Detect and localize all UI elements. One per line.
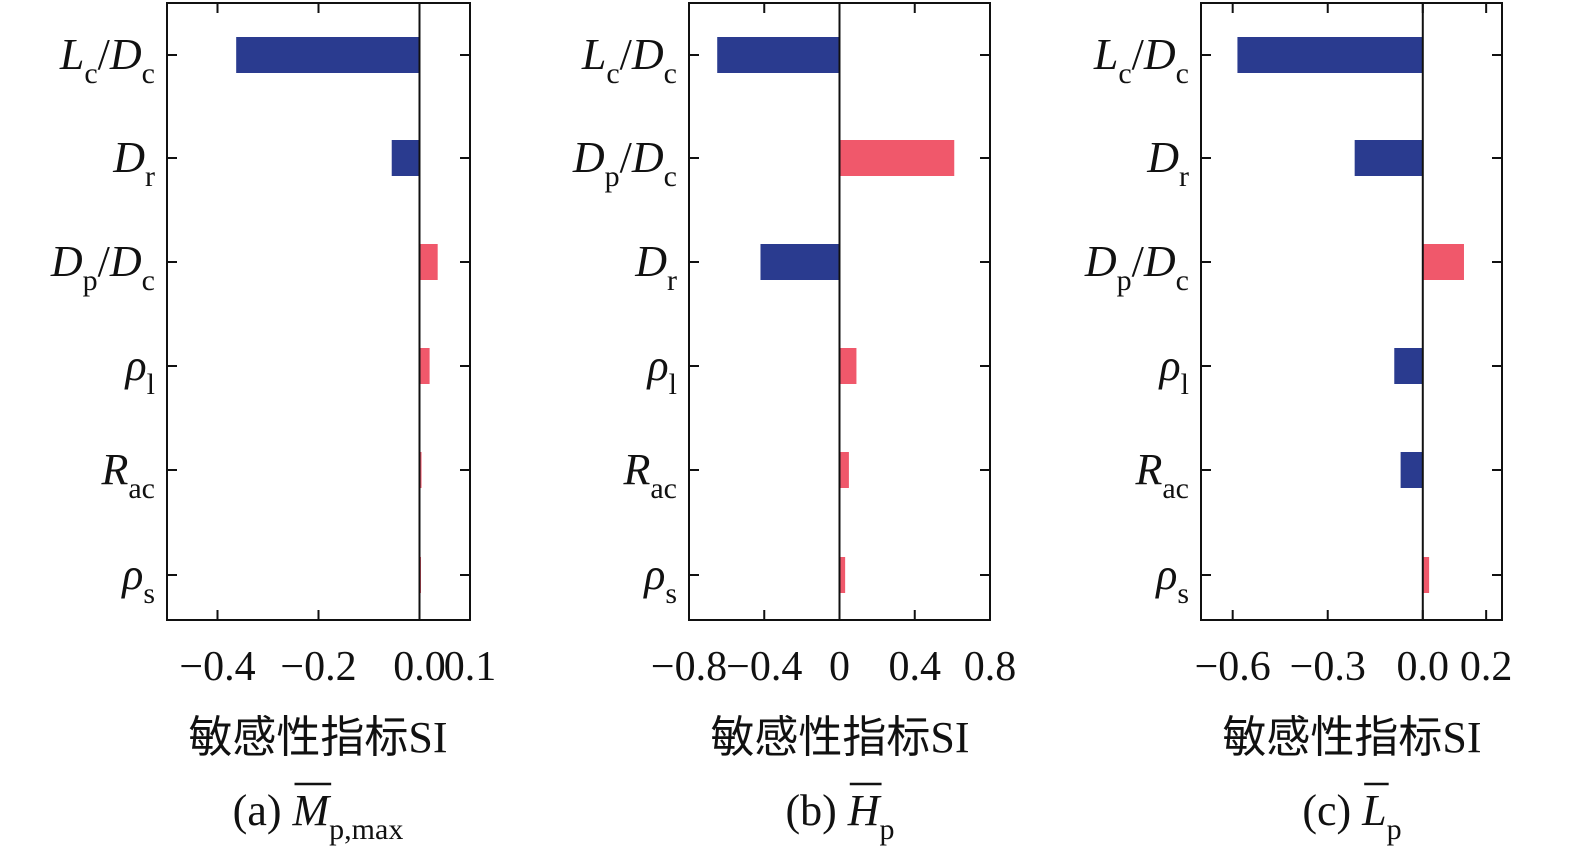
bar-4 bbox=[839, 348, 857, 384]
category-label-3: Dr bbox=[634, 237, 677, 297]
x-tick-label: −0.4 bbox=[179, 644, 255, 690]
bar-3 bbox=[1422, 244, 1464, 280]
bar-2 bbox=[1354, 140, 1423, 176]
bar-5 bbox=[419, 452, 422, 488]
panel-caption: (c) Lp bbox=[1302, 786, 1401, 846]
x-tick-label: −0.2 bbox=[280, 644, 356, 690]
x-axis-label: 敏感性指标SI bbox=[1222, 713, 1481, 762]
category-label-6: ρs bbox=[1154, 550, 1189, 610]
x-tick-label: −0.8 bbox=[651, 644, 727, 690]
x-tick-label: 0.2 bbox=[1460, 644, 1513, 690]
category-label-3: Dp/Dc bbox=[50, 237, 155, 297]
x-tick-label: −0.3 bbox=[1290, 644, 1366, 690]
bar-6 bbox=[1422, 557, 1430, 593]
x-tick-label: 0.8 bbox=[964, 644, 1017, 690]
panel-caption: (a) Mp,max bbox=[233, 786, 404, 846]
bar-1 bbox=[1237, 37, 1423, 73]
bar-4 bbox=[419, 348, 430, 384]
x-axis-label: 敏感性指标SI bbox=[188, 713, 447, 762]
x-tick-label: 0.1 bbox=[444, 644, 497, 690]
x-tick-label: 0.4 bbox=[889, 644, 942, 690]
category-label-5: Rac bbox=[100, 445, 155, 505]
category-label-5: Rac bbox=[622, 445, 677, 505]
x-tick-label: 0.0 bbox=[1397, 644, 1450, 690]
category-label-3: Dp/Dc bbox=[1084, 237, 1189, 297]
x-tick-label: −0.6 bbox=[1195, 644, 1271, 690]
x-tick-label: 0.0 bbox=[393, 644, 446, 690]
bar-3 bbox=[760, 244, 840, 280]
category-label-2: Dr bbox=[112, 133, 155, 193]
category-label-4: ρl bbox=[1158, 341, 1189, 401]
category-label-2: Dr bbox=[1146, 133, 1189, 193]
category-label-1: Lc/Dc bbox=[59, 30, 155, 90]
bar-3 bbox=[419, 244, 438, 280]
x-axis-label: 敏感性指标SI bbox=[710, 713, 969, 762]
category-label-1: Lc/Dc bbox=[1093, 30, 1189, 90]
bar-1 bbox=[236, 37, 420, 73]
chart-panel-3: Lc/Dc Dr Dp/Dc ρl Rac ρs−0.6 −0.3 0.0 0.2 敏感性指标SI… bbox=[1084, 2, 1513, 846]
category-label-1: Lc/Dc bbox=[581, 30, 677, 90]
bar-2 bbox=[391, 140, 420, 176]
bar-4 bbox=[1394, 348, 1423, 384]
plot-frame bbox=[1200, 2, 1503, 621]
category-label-4: ρl bbox=[124, 341, 155, 401]
bar-1 bbox=[717, 37, 840, 73]
category-label-6: ρs bbox=[642, 550, 677, 610]
bar-5 bbox=[839, 452, 849, 488]
category-label-5: Rac bbox=[1134, 445, 1189, 505]
bar-6 bbox=[839, 557, 846, 593]
chart-panel-1: Lc/Dc Dr Dp/Dc ρl Rac ρs −0.4 −0.2 0.00.1 敏感性指标SI… bbox=[50, 2, 497, 846]
x-tick-label: 0 bbox=[829, 644, 850, 690]
category-label-2: Dp/Dc bbox=[572, 133, 677, 193]
bar-2 bbox=[839, 140, 955, 176]
category-label-6: ρs bbox=[120, 550, 155, 610]
plot-frame bbox=[166, 2, 471, 621]
panel-caption: (b) Hp bbox=[785, 786, 894, 846]
chart-panel-2: Lc/Dc Dp/Dc Dr ρl Rac ρs −0.8 −0.4 0 0.4 0.8 敏感性指标S… bbox=[572, 2, 1017, 846]
category-label-4: ρl bbox=[646, 341, 677, 401]
x-tick-label: −0.4 bbox=[726, 644, 802, 690]
bar-5 bbox=[1400, 452, 1423, 488]
